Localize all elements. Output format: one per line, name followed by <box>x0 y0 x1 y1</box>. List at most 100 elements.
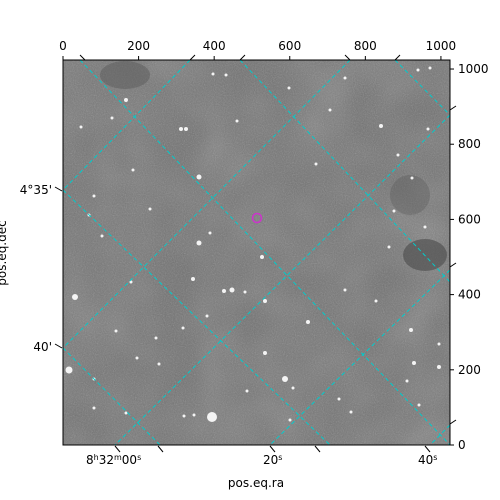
star <box>243 290 247 294</box>
right-axis-tick-label: 800 <box>458 137 481 151</box>
star <box>92 194 96 198</box>
star <box>208 231 212 235</box>
star <box>405 379 409 383</box>
grid-line <box>429 424 450 445</box>
star <box>343 288 347 292</box>
top-axis-tick-label: 200 <box>127 39 150 53</box>
star <box>306 320 310 324</box>
star <box>410 176 414 180</box>
star <box>260 255 264 259</box>
star <box>205 314 209 318</box>
star <box>114 329 118 333</box>
star <box>426 127 430 131</box>
star <box>148 207 152 211</box>
star <box>110 116 114 120</box>
grid-line <box>63 347 161 445</box>
top-axis-tick-label: 600 <box>278 39 301 53</box>
right-axis-tick-label: 1000 <box>458 62 489 76</box>
star <box>263 351 267 355</box>
star <box>100 234 104 238</box>
star <box>181 326 185 330</box>
grid-line <box>239 60 450 283</box>
star <box>349 410 353 414</box>
star <box>379 124 383 128</box>
star <box>314 162 318 166</box>
star <box>387 245 391 249</box>
star <box>157 362 161 366</box>
star <box>288 418 292 422</box>
top-axis-tick-label: 400 <box>203 39 226 53</box>
star <box>337 397 341 401</box>
top-pixel-axis: 0 200 400 600 800 1000 <box>59 39 456 60</box>
star <box>154 336 158 340</box>
star <box>343 76 347 80</box>
star <box>235 119 239 123</box>
dec-tick-label-0: 4°35' <box>20 183 52 197</box>
star <box>222 289 226 293</box>
star <box>184 127 188 131</box>
star <box>374 299 378 303</box>
star <box>135 356 139 360</box>
star <box>437 365 441 369</box>
right-axis-tick-label: 200 <box>458 363 481 377</box>
star <box>191 277 195 281</box>
grid-line <box>79 60 450 445</box>
star <box>291 386 295 390</box>
star <box>129 280 133 284</box>
sky-image <box>63 60 450 445</box>
dec-tick-label-1: 40' <box>33 340 52 354</box>
grid-line <box>63 60 351 349</box>
star <box>412 361 416 365</box>
star <box>124 98 128 102</box>
star-field <box>65 66 441 422</box>
star <box>423 225 427 229</box>
star <box>282 376 288 382</box>
star <box>179 127 183 131</box>
star <box>131 168 135 172</box>
right-axis-tick-label: 600 <box>458 212 481 226</box>
y-axis-title: pos.eq.dec <box>0 220 9 285</box>
star <box>416 68 420 72</box>
star <box>417 403 421 407</box>
star <box>409 328 413 332</box>
star <box>79 125 83 129</box>
star <box>437 342 441 346</box>
star <box>263 299 267 303</box>
right-pixel-axis: 0 200 400 600 800 1000 <box>450 62 489 452</box>
star <box>72 294 78 300</box>
star <box>207 412 217 422</box>
right-axis-tick-label: 400 <box>458 288 481 302</box>
star <box>211 72 215 76</box>
right-axis-tick-label: 0 <box>458 438 466 452</box>
ra-tick-label-1: 20s <box>263 453 282 467</box>
grid-line <box>114 114 450 445</box>
grid-line <box>394 60 450 116</box>
grid-line <box>63 189 331 445</box>
star <box>196 174 202 180</box>
plot-frame <box>62 59 451 446</box>
x-axis-title: pos.eq.ra <box>228 476 284 490</box>
ra-tick-label-2: 40s <box>418 453 437 467</box>
world-tick-marks <box>54 54 457 453</box>
star <box>65 366 73 374</box>
star <box>124 411 128 415</box>
star <box>428 66 432 70</box>
star <box>182 414 186 418</box>
star <box>229 287 235 293</box>
star <box>392 209 396 213</box>
grid-line <box>63 60 191 191</box>
star <box>196 240 202 246</box>
top-axis-tick-label: 800 <box>354 39 377 53</box>
top-axis-tick-label: 1000 <box>426 39 457 53</box>
star <box>287 86 291 90</box>
ra-tick-label-0: 8h32m00s <box>86 453 141 467</box>
top-axis-tick-label: 0 <box>59 39 67 53</box>
star <box>245 389 249 393</box>
star <box>396 153 400 157</box>
star <box>192 413 196 417</box>
star <box>224 73 228 77</box>
coordinate-grid <box>63 60 450 445</box>
star <box>92 406 96 410</box>
source-marker <box>251 212 263 224</box>
